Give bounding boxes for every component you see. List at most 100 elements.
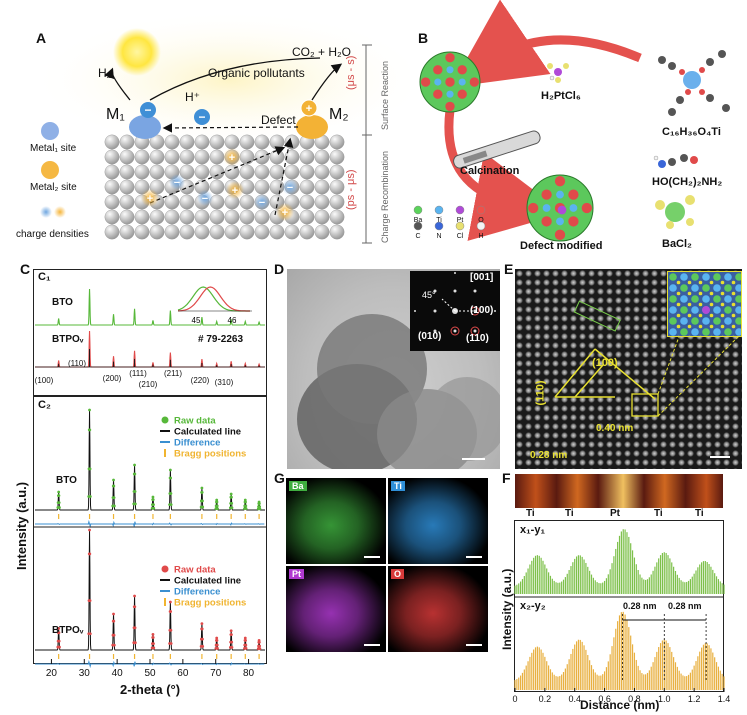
inset-atom-small — [687, 302, 692, 307]
x1y1-bar — [652, 570, 654, 594]
legend-ba-label: Ba — [414, 217, 423, 224]
f-x-tick-label: 0.2 — [539, 694, 552, 704]
x1y1-bar — [557, 582, 559, 594]
btpov-raw-point — [133, 641, 137, 645]
bto-raw-point — [151, 495, 155, 499]
bto-raw-point — [244, 500, 247, 504]
svg-text:−: − — [259, 197, 265, 209]
oxygen-atom — [445, 77, 455, 87]
inset-atom — [735, 284, 742, 292]
inset-atom — [680, 317, 688, 325]
oxygen-atom — [420, 77, 431, 87]
x1y1-bar — [643, 579, 645, 594]
oxygen-atom — [469, 77, 480, 87]
lattice-atom — [104, 164, 120, 180]
spot-010-label: (010) — [418, 331, 442, 342]
bto-raw-point — [88, 428, 92, 432]
x1y1-bar — [592, 577, 594, 594]
x2y2-bar — [581, 641, 583, 690]
x2y2-bar — [686, 676, 688, 690]
x2y2-bar — [648, 670, 650, 690]
x1y1-bar — [562, 579, 565, 594]
x1y1-bar — [646, 579, 649, 594]
x1y1-bar — [620, 531, 622, 594]
lattice-atom — [224, 134, 240, 150]
x1y1-bar — [654, 566, 656, 594]
bto-raw-point — [257, 502, 261, 505]
x2y2-bar — [574, 644, 576, 690]
bto-raw-point — [230, 506, 234, 510]
bto-raw-point — [112, 478, 115, 482]
x1y1-bar — [568, 570, 570, 594]
x1y1-bar — [665, 552, 667, 594]
x1y1-bar — [650, 574, 652, 594]
x1y1-bar — [708, 564, 710, 594]
legend-n-label: N — [436, 233, 441, 240]
f-x-tick-label: 0.4 — [568, 694, 581, 704]
x2y2-bar — [592, 669, 594, 690]
panel-c-letter: C — [20, 261, 31, 277]
x2y2-bar — [596, 674, 598, 690]
x1y1-bar — [521, 579, 524, 594]
btpov-raw-point — [169, 628, 173, 632]
legend-text: Raw data — [174, 416, 216, 427]
bto-raw-point — [88, 408, 91, 412]
x1y1-bar — [712, 569, 714, 594]
legend-metal1-dot — [41, 122, 59, 140]
legend-metal2-label: Metal₂ site — [30, 182, 77, 193]
lattice-atom — [314, 224, 330, 240]
x1y1-bar — [603, 580, 606, 594]
legend-c-label: C — [415, 233, 420, 240]
x1y1-bar — [682, 581, 684, 594]
h2-label: H₂ — [98, 66, 112, 80]
btpov-raw-point — [88, 528, 91, 532]
panel-d: D [001] 45° (100) (010) (110) — [270, 255, 500, 470]
x2y2-bar — [719, 670, 721, 690]
btpov-raw-point — [169, 642, 173, 645]
inset-tick-46: 46 — [228, 316, 237, 325]
x1y1-bar — [637, 569, 639, 594]
x2y2-bar — [661, 640, 664, 690]
btpov-raw-point — [257, 640, 261, 644]
x2y2-bar — [538, 647, 540, 690]
f-x-tick-label: 1.0 — [658, 694, 671, 704]
x2y2-bar — [600, 675, 602, 690]
surface-reaction-label: Surface Reaction — [380, 60, 390, 130]
btpov-raw-point — [244, 646, 248, 650]
x1y1-bar — [587, 566, 589, 594]
bto-raw-point — [88, 495, 92, 498]
calcination-tube-icon — [453, 130, 541, 169]
bto-raw-point — [58, 506, 61, 509]
time-top-label: (μs - s) — [345, 55, 357, 90]
inset-atom — [724, 295, 732, 303]
x1y1-bar — [674, 570, 677, 594]
lattice-atom — [224, 209, 240, 225]
btpov-raw-point — [215, 638, 219, 642]
x1y1-bar — [658, 558, 660, 594]
charges: + − + − + − − + — [141, 148, 298, 221]
x2y2-bar — [637, 665, 639, 690]
x2y2-bar — [568, 659, 570, 690]
inset-atom-small — [676, 313, 681, 318]
lattice-atom — [104, 194, 120, 210]
x1y1-bar — [663, 552, 665, 594]
saed-inset — [410, 271, 500, 351]
hkl-label: (310) — [215, 378, 234, 387]
eds-map-o: O — [388, 566, 488, 652]
titanium-atom — [556, 190, 564, 199]
inset-atom-small — [709, 324, 714, 329]
btpov-raw-point — [215, 636, 219, 640]
eds-map-ba: Ba — [286, 478, 386, 564]
lattice-atom — [179, 224, 195, 240]
inset-atom — [691, 328, 699, 336]
bto-raw-point — [57, 501, 61, 504]
x2y2-bar — [587, 655, 589, 690]
x2y2-bar — [607, 661, 609, 690]
x2y2-bar — [682, 675, 684, 690]
lattice-atom — [239, 209, 255, 225]
lattice-atom — [119, 194, 135, 210]
x2y2-bar — [684, 676, 686, 690]
svg-text:−: − — [144, 103, 151, 117]
inset-atom — [724, 328, 732, 336]
btpov-raw-point — [258, 644, 262, 648]
